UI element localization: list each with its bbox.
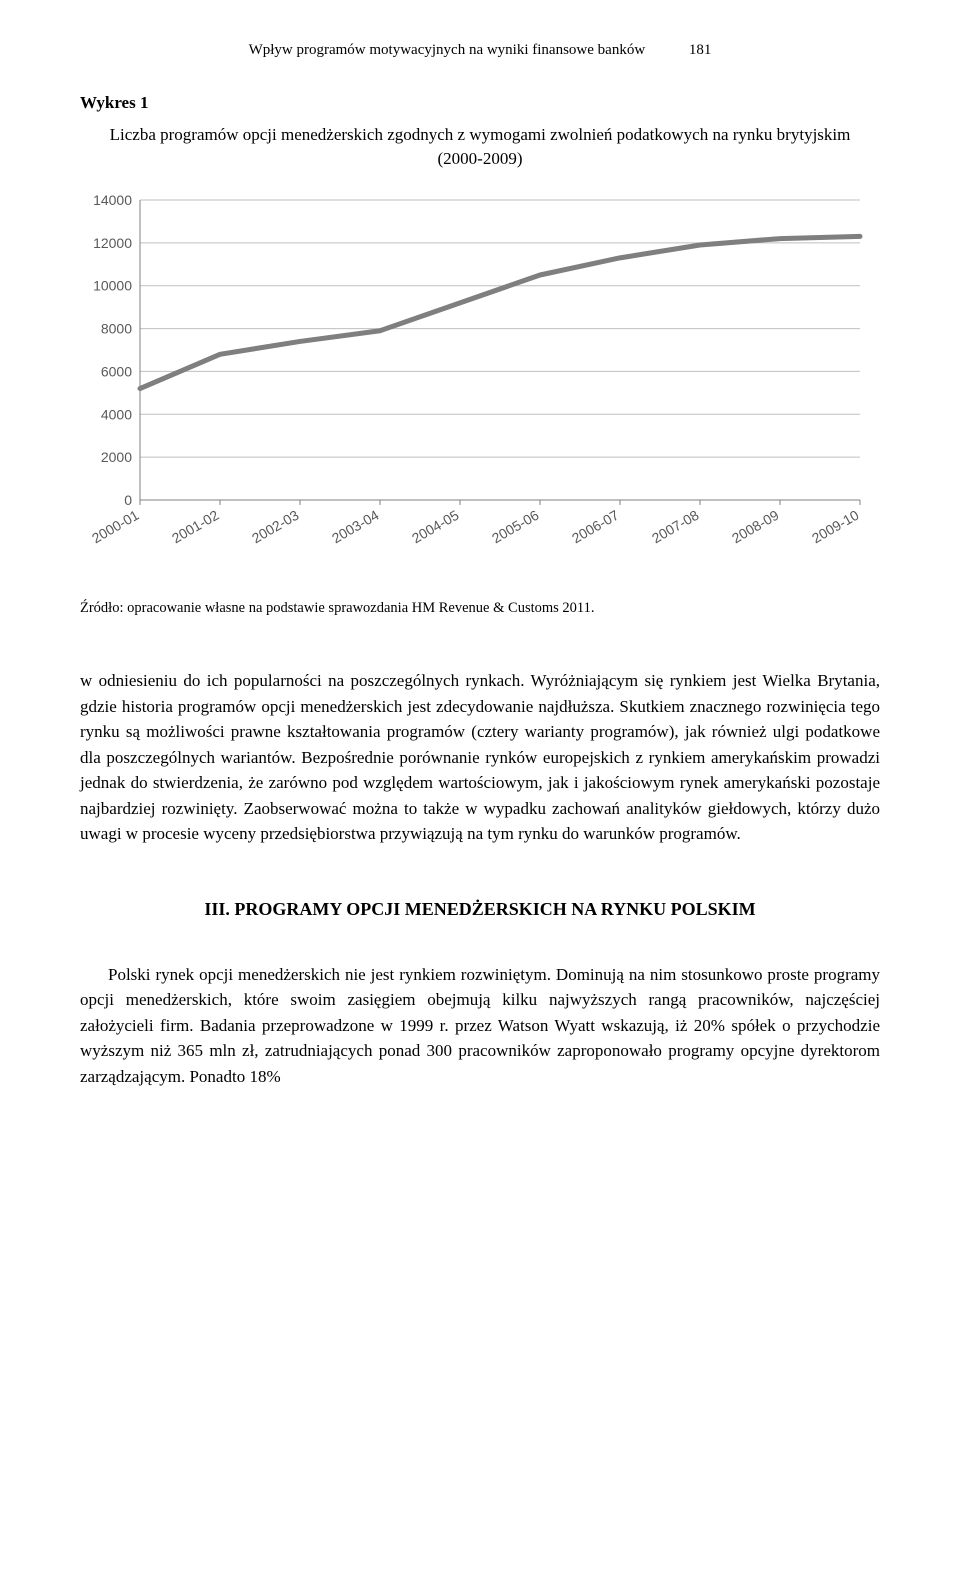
svg-text:0: 0 xyxy=(124,492,132,508)
svg-text:2006-07: 2006-07 xyxy=(569,507,622,547)
svg-text:2009-10: 2009-10 xyxy=(809,507,862,547)
chart-label: Wykres 1 xyxy=(80,91,880,115)
svg-text:2002-03: 2002-03 xyxy=(249,507,302,547)
svg-text:12000: 12000 xyxy=(93,235,132,251)
svg-text:2001-02: 2001-02 xyxy=(169,507,222,547)
svg-text:10000: 10000 xyxy=(93,278,132,294)
chart-svg: 0 2000 4000 6000 8000 10000 12000 14000 2000-01 2… xyxy=(80,190,880,570)
body-paragraph-1: w odniesieniu do ich popularności na pos… xyxy=(80,668,880,847)
svg-text:6000: 6000 xyxy=(101,364,132,380)
page-number: 181 xyxy=(689,42,712,58)
svg-text:2000: 2000 xyxy=(101,450,132,466)
svg-text:2008-09: 2008-09 xyxy=(729,507,782,547)
svg-text:2007-08: 2007-08 xyxy=(649,507,702,547)
svg-text:2003-04: 2003-04 xyxy=(329,507,382,547)
svg-text:2000-01: 2000-01 xyxy=(89,507,142,547)
svg-text:2004-05: 2004-05 xyxy=(409,507,462,547)
svg-text:8000: 8000 xyxy=(101,321,132,337)
svg-text:14000: 14000 xyxy=(93,192,132,208)
running-header: Wpływ programów motywacyjnych na wyniki … xyxy=(80,40,880,61)
section-heading-text: III. PROGRAMY OPCJI MENEDŻERSKICH NA RYN… xyxy=(204,899,755,919)
chart-title: Liczba programów opcji menedżerskich zgo… xyxy=(80,123,880,171)
svg-text:4000: 4000 xyxy=(101,407,132,423)
body-paragraph-2: Polski rynek opcji menedżerskich nie jes… xyxy=(80,962,880,1090)
running-title: Wpływ programów motywacyjnych na wyniki … xyxy=(249,42,646,58)
section-heading: III. PROGRAMY OPCJI MENEDŻERSKICH NA RYN… xyxy=(80,897,880,922)
line-chart: 0 2000 4000 6000 8000 10000 12000 14000 2000-01 2… xyxy=(80,190,880,577)
chart-source: Źródło: opracowanie własne na podstawie … xyxy=(80,598,880,618)
svg-text:2005-06: 2005-06 xyxy=(489,507,542,547)
